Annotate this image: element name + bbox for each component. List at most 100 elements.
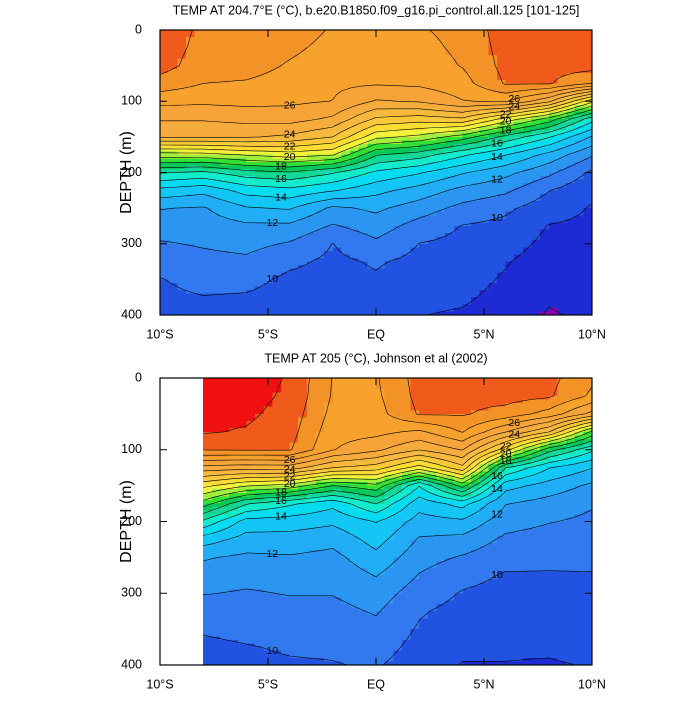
contour-cell xyxy=(350,59,359,63)
contour-cell xyxy=(220,439,229,443)
contour-cell xyxy=(359,30,368,34)
contour-cell xyxy=(298,105,307,109)
contour-cell xyxy=(359,130,368,134)
contour-cell xyxy=(169,119,178,123)
contour-cell xyxy=(316,73,325,77)
contour-cell xyxy=(393,290,402,294)
contour-cell xyxy=(583,237,592,241)
contour-cell xyxy=(350,94,359,98)
contour-cell xyxy=(341,94,350,98)
contour-cell xyxy=(177,297,186,301)
contour-cell xyxy=(203,417,212,421)
contour-cell xyxy=(341,80,350,84)
contour-cell xyxy=(488,265,497,269)
contour-cell xyxy=(359,272,368,276)
contour-cell xyxy=(169,83,178,87)
contour-cell xyxy=(255,432,264,436)
contour-cell xyxy=(220,190,229,194)
contour-cell xyxy=(506,244,515,248)
contour-cell xyxy=(454,417,463,421)
contour-cell xyxy=(428,389,437,393)
contour-cell xyxy=(523,222,532,226)
contour-cell xyxy=(532,392,541,396)
contour-cell xyxy=(367,403,376,407)
contour-cell xyxy=(376,34,385,38)
contour-cell xyxy=(195,233,204,237)
contour-cell xyxy=(264,425,273,429)
contour-cell xyxy=(238,240,247,244)
contour-cell xyxy=(212,162,221,166)
contour-cell xyxy=(359,265,368,269)
contour-cell xyxy=(177,272,186,276)
contour-cell xyxy=(264,265,273,269)
contour-cell xyxy=(195,254,204,258)
contour-cell xyxy=(264,105,273,109)
contour-cell xyxy=(376,262,385,266)
contour-cell xyxy=(367,443,376,447)
contour-cell xyxy=(385,304,394,308)
contour-cell xyxy=(428,407,437,411)
contour-cell xyxy=(298,378,307,382)
contour-cell xyxy=(575,222,584,226)
contour-cell xyxy=(290,62,299,66)
contour-cell xyxy=(575,258,584,262)
contour-cell xyxy=(497,283,506,287)
contour-cell xyxy=(212,76,221,80)
contour-cell xyxy=(532,279,541,283)
contour-cell xyxy=(566,287,575,291)
contour-cell xyxy=(540,187,549,191)
contour-cell xyxy=(385,385,394,389)
contour-cell xyxy=(359,244,368,248)
contour-cell xyxy=(436,212,445,216)
contour-cell xyxy=(376,69,385,73)
contour-cell xyxy=(238,276,247,280)
contour-cell xyxy=(549,287,558,291)
contour-cell xyxy=(264,87,273,91)
contour-cell xyxy=(246,91,255,95)
contour-cell xyxy=(307,51,316,55)
contour-cell xyxy=(238,410,247,414)
contour-cell xyxy=(514,272,523,276)
contour-cell xyxy=(540,180,549,184)
contour-cell xyxy=(454,283,463,287)
contour-cell xyxy=(454,83,463,87)
contour-cell xyxy=(367,276,376,280)
contour-cell xyxy=(462,400,471,404)
contour-cell xyxy=(532,208,541,212)
contour-cell xyxy=(488,382,497,386)
contour-cell xyxy=(445,34,454,38)
contour-cell xyxy=(333,237,342,241)
contour-cell xyxy=(376,240,385,244)
contour-cell xyxy=(255,30,264,34)
contour-cell xyxy=(471,385,480,389)
contour-cell xyxy=(471,382,480,386)
contour-cell xyxy=(445,414,454,418)
contour-cell xyxy=(583,41,592,45)
contour-cell xyxy=(341,290,350,294)
contour-cell xyxy=(341,279,350,283)
contour-cell xyxy=(359,41,368,45)
contour-cell xyxy=(272,91,281,95)
contour-cell xyxy=(445,400,454,404)
contour-cell xyxy=(290,272,299,276)
contour-cell xyxy=(376,219,385,223)
contour-cell xyxy=(229,83,238,87)
contour-cell xyxy=(195,98,204,102)
contour-cell xyxy=(220,48,229,52)
contour-cell xyxy=(307,247,316,251)
contour-cell xyxy=(307,187,316,191)
contour-cell xyxy=(385,410,394,414)
contour-cell xyxy=(186,30,195,34)
contour-cell xyxy=(186,73,195,77)
contour-cell xyxy=(367,205,376,209)
contour-cell xyxy=(557,265,566,269)
contour-cell xyxy=(419,417,428,421)
contour-cell xyxy=(393,194,402,198)
contour-cell xyxy=(272,417,281,421)
contour-cell xyxy=(359,55,368,59)
contour-cell xyxy=(402,44,411,48)
contour-cell xyxy=(367,301,376,305)
contour-cell xyxy=(298,237,307,241)
contour-cell xyxy=(255,304,264,308)
contour-cell xyxy=(376,230,385,234)
